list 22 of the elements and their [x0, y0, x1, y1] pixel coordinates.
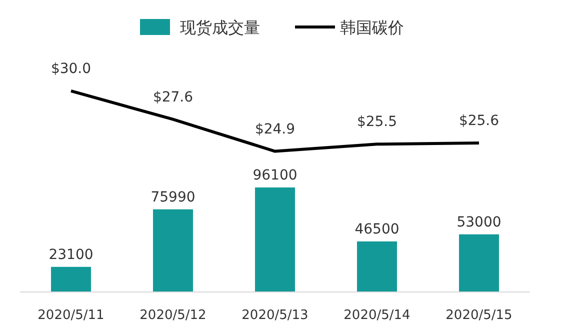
legend-label: 韩国碳价 [340, 18, 404, 37]
data-label: $30.0 [50, 60, 92, 77]
bar [153, 209, 193, 292]
bar [459, 234, 499, 292]
data-label: 23100 [48, 246, 94, 263]
x-tick-label: 2020/5/13 [242, 308, 308, 323]
data-label: $27.6 [152, 89, 194, 106]
data-label: 53000 [456, 214, 502, 230]
x-tick-label: 2020/5/11 [38, 308, 104, 323]
data-label: $25.5 [356, 114, 398, 130]
x-tick-label: 2020/5/15 [446, 308, 512, 323]
data-label: $24.9 [254, 121, 296, 138]
bar [357, 241, 397, 292]
bar [255, 187, 295, 292]
x-tick-label: 2020/5/14 [344, 308, 410, 323]
data-label: 46500 [354, 221, 400, 238]
data-label: $25.6 [458, 112, 500, 129]
data-label: 75990 [150, 189, 196, 206]
data-label: 96100 [252, 167, 298, 184]
legend-label: 现货成交量 [180, 18, 260, 37]
bar [51, 266, 91, 292]
x-tick-label: 2020/5/12 [140, 308, 206, 323]
